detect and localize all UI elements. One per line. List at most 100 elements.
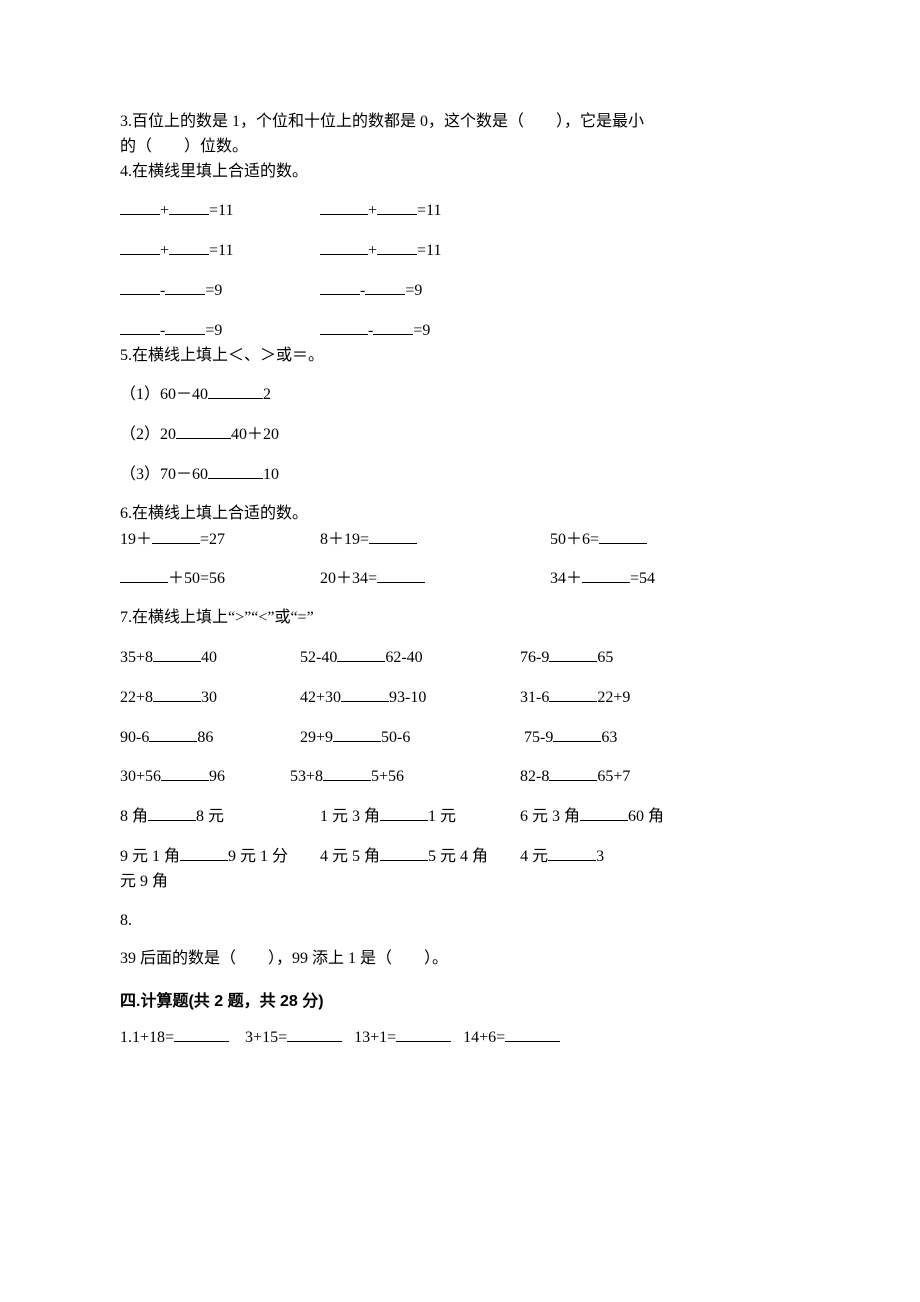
q6-r2-c2: 20＋34=	[320, 566, 550, 592]
blank[interactable]	[153, 645, 201, 662]
q6-r1-c2: 8＋19=	[320, 527, 550, 553]
q4-r4-c1: -=9	[120, 318, 320, 344]
blank[interactable]	[174, 1025, 229, 1042]
blank[interactable]	[180, 844, 228, 861]
question-6: 6.在横线上填上合适的数。 19＋=27 8＋19= 50＋6= ＋50=56 …	[120, 502, 800, 592]
blank[interactable]	[549, 764, 597, 781]
q4-r2-c1: +=11	[120, 238, 320, 264]
calc-row-1: 1.1+18= 3+15= 13+1= 14+6=	[120, 1025, 800, 1051]
blank[interactable]	[333, 725, 381, 742]
blank[interactable]	[169, 198, 209, 215]
q4-row-2: +=11 +=11	[120, 238, 800, 264]
q8-text: 39 后面的数是（ ），99 添上 1 是（ ）。	[120, 947, 800, 972]
q7-row-3: 90-686 29+950-6 75-963	[120, 725, 800, 751]
blank[interactable]	[120, 566, 168, 583]
q7-r4-c2: 53+85+56	[290, 764, 520, 790]
blank[interactable]	[161, 764, 209, 781]
q7-r4-c1: 30+5696	[120, 764, 290, 790]
q6-r2-c1: ＋50=56	[120, 566, 320, 592]
q7-row-2: 22+830 42+3093-10 31-622+9	[120, 685, 800, 711]
blank[interactable]	[380, 804, 428, 821]
q7-r1-c2: 52-4062-40	[300, 645, 520, 671]
q7-r5-c3: 6 元 3 角60 角	[520, 804, 664, 830]
q4-r3-c1: -=9	[120, 278, 320, 304]
q7-r2-c3: 31-622+9	[520, 685, 630, 711]
q4-row-4: -=9 -=9	[120, 318, 800, 344]
q4-row-3: -=9 -=9	[120, 278, 800, 304]
q7-r5-c1: 8 角8 元	[120, 804, 320, 830]
q4-r1-c1: +=11	[120, 198, 320, 224]
blank[interactable]	[152, 527, 200, 544]
q8-label: 8.	[120, 909, 800, 934]
blank[interactable]	[208, 382, 263, 399]
blank[interactable]	[396, 1025, 451, 1042]
blank[interactable]	[377, 198, 417, 215]
blank[interactable]	[323, 764, 371, 781]
blank[interactable]	[165, 278, 205, 295]
blank[interactable]	[553, 725, 601, 742]
blank[interactable]	[149, 725, 197, 742]
blank[interactable]	[320, 278, 360, 295]
q7-r3-c2: 29+950-6	[300, 725, 520, 751]
blank[interactable]	[505, 1025, 560, 1042]
q6-title: 6.在横线上填上合适的数。	[120, 502, 800, 527]
q4-title: 4.在横线里填上合适的数。	[120, 160, 800, 185]
question-4: 4.在横线里填上合适的数。 +=11 +=11 +=11 +=11 -=9	[120, 160, 800, 344]
blank[interactable]	[369, 527, 417, 544]
blank[interactable]	[120, 318, 160, 335]
blank[interactable]	[120, 198, 160, 215]
blank[interactable]	[365, 278, 405, 295]
blank[interactable]	[599, 527, 647, 544]
blank[interactable]	[582, 566, 630, 583]
q4-r2-c2: +=11	[320, 238, 550, 264]
q6-r1-c3: 50＋6=	[550, 527, 800, 553]
blank[interactable]	[341, 685, 389, 702]
blank[interactable]	[549, 685, 597, 702]
q4-r4-c2: -=9	[320, 318, 550, 344]
blank[interactable]	[320, 318, 368, 335]
page: 3.百位上的数是 1，个位和十位上的数都是 0，这个数是（ ），它是最小 的（ …	[0, 0, 920, 1302]
question-3: 3.百位上的数是 1，个位和十位上的数都是 0，这个数是（ ），它是最小 的（ …	[120, 110, 800, 160]
q7-row-1: 35+840 52-4062-40 76-965	[120, 645, 800, 671]
blank[interactable]	[337, 645, 385, 662]
q7-r3-c1: 90-686	[120, 725, 300, 751]
blank[interactable]	[287, 1025, 342, 1042]
q6-r2-c3: 34＋=54	[550, 566, 800, 592]
question-5: 5.在横线上填上＜、＞或＝。 （1）60－402 （2）2040＋20 （3）7…	[120, 344, 800, 488]
blank[interactable]	[320, 198, 368, 215]
q7-r2-c1: 22+830	[120, 685, 300, 711]
blank[interactable]	[120, 238, 160, 255]
blank[interactable]	[165, 318, 205, 335]
q5-row-2: （2）2040＋20	[120, 422, 800, 448]
q4-row-1: +=11 +=11	[120, 198, 800, 224]
blank[interactable]	[120, 278, 160, 295]
q5-row-3: （3）70－6010	[120, 462, 800, 488]
q3-line1: 3.百位上的数是 1，个位和十位上的数都是 0，这个数是（ ），它是最小	[120, 110, 800, 135]
blank[interactable]	[208, 462, 263, 479]
blank[interactable]	[377, 566, 425, 583]
blank[interactable]	[380, 844, 428, 861]
blank[interactable]	[549, 645, 597, 662]
blank[interactable]	[148, 804, 196, 821]
question-8: 8. 39 后面的数是（ ），99 添上 1 是（ ）。	[120, 909, 800, 973]
q7-row-5: 8 角8 元 1 元 3 角1 元 6 元 3 角60 角	[120, 804, 800, 830]
q7-r1-c3: 76-965	[520, 645, 613, 671]
q6-row-2: ＋50=56 20＋34= 34＋=54	[120, 566, 800, 592]
q7-title: 7.在横线上填上“>”“<”或“=”	[120, 606, 800, 631]
section-4-title: 四.计算题(共 2 题，共 28 分)	[120, 990, 800, 1015]
blank[interactable]	[153, 685, 201, 702]
q7-row-4: 30+5696 53+85+56 82-865+7	[120, 764, 800, 790]
blank[interactable]	[169, 238, 209, 255]
blank[interactable]	[320, 238, 368, 255]
blank[interactable]	[548, 844, 596, 861]
blank[interactable]	[373, 318, 413, 335]
q3-line2: 的（ ）位数。	[120, 135, 800, 160]
blank[interactable]	[377, 238, 417, 255]
q4-r3-c2: -=9	[320, 278, 550, 304]
q7-row-6: 9 元 1 角9 元 1 分 4 元 5 角5 元 4 角 4 元3	[120, 844, 800, 870]
blank[interactable]	[580, 804, 628, 821]
q7-r4-c3: 82-865+7	[520, 764, 630, 790]
q6-row-1: 19＋=27 8＋19= 50＋6=	[120, 527, 800, 553]
question-7: 7.在横线上填上“>”“<”或“=” 35+840 52-4062-40 76-…	[120, 606, 800, 894]
blank[interactable]	[176, 422, 231, 439]
